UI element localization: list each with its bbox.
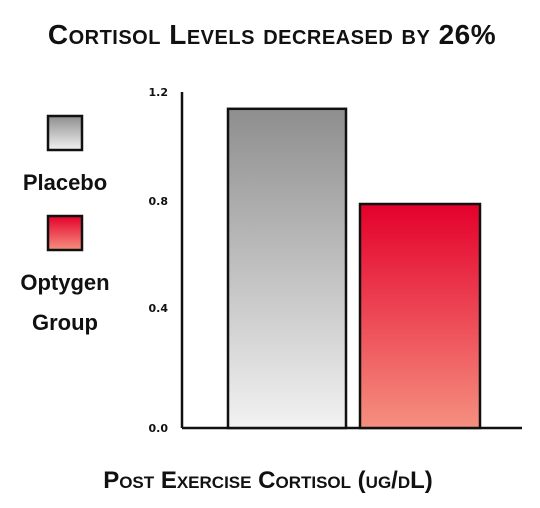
bar-placebo bbox=[226, 107, 348, 430]
chart-title: Cortisol Levels decreased by 26% bbox=[48, 19, 496, 50]
legend-swatch-optygen-group bbox=[46, 214, 84, 252]
legend-label-placebo: Placebo bbox=[23, 170, 107, 195]
y-tick-label-0: 0.0 bbox=[149, 422, 169, 435]
y-tick-label-2: 0.8 bbox=[149, 195, 169, 208]
legend-label-optygen-line2: Group bbox=[32, 310, 98, 335]
legend-swatch-placebo bbox=[46, 114, 84, 152]
bar-optygen-group bbox=[358, 202, 482, 430]
y-tick-label-1: 0.4 bbox=[149, 302, 169, 315]
legend-label-optygen-line1: Optygen bbox=[20, 270, 109, 295]
y-tick-label-3: 1.2 bbox=[149, 86, 169, 99]
x-axis-label: Post Exercise Cortisol (ug/dL) bbox=[103, 467, 433, 494]
